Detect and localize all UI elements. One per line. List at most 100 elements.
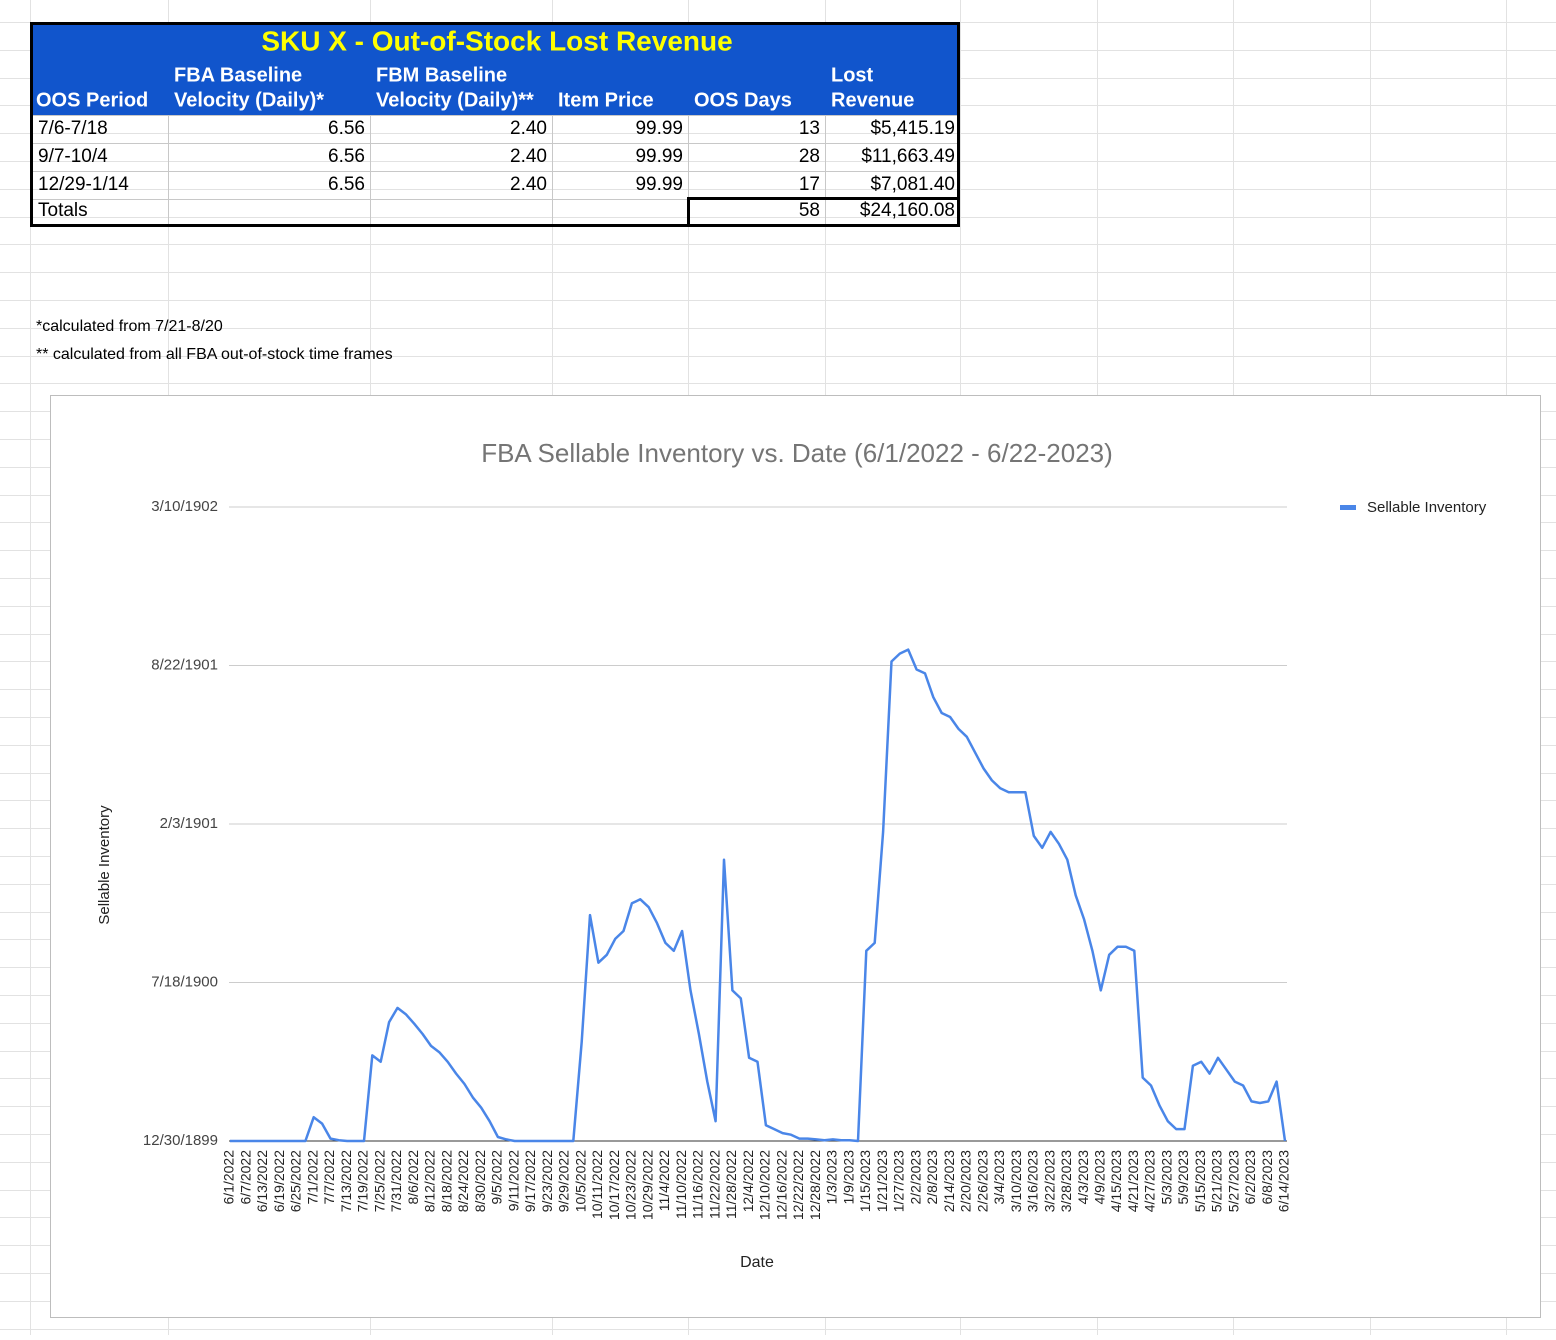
x-tick-label: 10/29/2022 xyxy=(639,1150,655,1220)
y-tick-label: 3/10/1902 xyxy=(151,498,218,515)
column-header: OOS Period xyxy=(36,89,148,111)
table-cell: 99.99 xyxy=(635,174,683,195)
table: OOS Period FBA Baseline Velocity (Daily)* F… xyxy=(30,64,960,226)
column-header: OOS Days xyxy=(694,89,792,111)
x-tick-label: 1/3/2023 xyxy=(824,1150,840,1205)
x-tick-label: 2/14/2023 xyxy=(941,1150,957,1212)
x-tick-label: 9/29/2022 xyxy=(556,1150,572,1212)
chart-title: FBA Sellable Inventory vs. Date (6/1/202… xyxy=(481,438,1113,468)
table-cell: 2.40 xyxy=(510,146,547,167)
x-tick-label: 6/1/2022 xyxy=(221,1150,237,1205)
x-tick-label: 4/21/2023 xyxy=(1125,1150,1141,1212)
table-cell: 28 xyxy=(799,146,820,167)
x-tick-label: 7/7/2022 xyxy=(321,1150,337,1205)
x-tick-label: 12/16/2022 xyxy=(773,1150,789,1220)
x-tick-label: 4/3/2023 xyxy=(1075,1150,1091,1205)
x-tick-label: 8/18/2022 xyxy=(438,1150,454,1212)
table-cell: 2.40 xyxy=(510,174,547,195)
table-cell: 6.56 xyxy=(328,146,365,167)
plot: 12/30/1899 7/18/1900 2/3/1901 8/22/1901 3/10… xyxy=(143,498,1487,1220)
x-tick-label: 1/9/2023 xyxy=(840,1150,856,1205)
x-tick-label: 8/6/2022 xyxy=(405,1150,421,1205)
x-tick-label: 3/4/2023 xyxy=(991,1150,1007,1205)
x-tick-label: 9/23/2022 xyxy=(539,1150,555,1212)
table-cell: 2.40 xyxy=(510,118,547,139)
x-tick-label: 7/1/2022 xyxy=(304,1150,320,1205)
table-cell: 12/29-1/14 xyxy=(38,174,129,195)
chart-frame xyxy=(50,395,1541,1318)
table-cell: 9/7-10/4 xyxy=(38,146,108,167)
column-header: Item Price xyxy=(558,89,654,111)
x-tick-label: 8/30/2022 xyxy=(472,1150,488,1212)
legend-swatch xyxy=(1340,505,1356,510)
x-tick-label: 4/27/2023 xyxy=(1142,1150,1158,1212)
data-line xyxy=(230,648,1287,1143)
x-tick-label: 11/16/2022 xyxy=(690,1150,706,1219)
x-tick-label: 5/21/2023 xyxy=(1209,1150,1225,1212)
x-tick-label: 5/3/2023 xyxy=(1158,1150,1174,1205)
x-tick-label: 7/25/2022 xyxy=(371,1150,387,1212)
table-cell: 13 xyxy=(799,118,820,139)
x-tick-label: 8/12/2022 xyxy=(422,1150,438,1212)
table-cell: 6.56 xyxy=(328,118,365,139)
x-tick-label: 12/22/2022 xyxy=(790,1150,806,1220)
column-header: FBM Baseline xyxy=(376,64,507,86)
x-tick-label: 5/15/2023 xyxy=(1192,1150,1208,1212)
x-tick-label: 2/8/2023 xyxy=(924,1150,940,1205)
totals-cell: $24,160.08 xyxy=(860,200,955,221)
table-cell: 17 xyxy=(799,174,820,195)
x-tick-label: 1/21/2023 xyxy=(874,1150,890,1212)
table-cell: 6.56 xyxy=(328,174,365,195)
x-tick-label: 11/4/2022 xyxy=(656,1150,672,1211)
x-tick-label: 1/15/2023 xyxy=(857,1150,873,1212)
footnote: *calculated from 7/21-8/20 xyxy=(36,318,223,335)
table-cell: $5,415.19 xyxy=(870,118,955,139)
x-tick-label: 6/19/2022 xyxy=(271,1150,287,1212)
y-tick-label: 8/22/1901 xyxy=(151,656,218,673)
x-tick-label: 9/11/2022 xyxy=(505,1150,521,1211)
table-cell: $11,663.49 xyxy=(861,146,955,167)
x-tick-label: 6/8/2023 xyxy=(1259,1150,1275,1205)
x-tick-label: 4/9/2023 xyxy=(1091,1150,1107,1205)
x-tick-label: 7/13/2022 xyxy=(338,1150,354,1212)
footnote: ** calculated from all FBA out-of-stock … xyxy=(36,346,393,363)
table-header-bg xyxy=(30,22,960,115)
x-tick-label: 6/25/2022 xyxy=(288,1150,304,1212)
y-tick-label: 12/30/1899 xyxy=(143,1132,218,1149)
column-header: Revenue xyxy=(831,89,914,111)
column-header: Velocity (Daily)* xyxy=(174,89,324,111)
y-axis-title: Sellable Inventory xyxy=(96,805,113,925)
x-axis-title: Date xyxy=(740,1254,774,1271)
x-tick-label: 5/27/2023 xyxy=(1225,1150,1241,1212)
x-tick-label: 4/15/2023 xyxy=(1108,1150,1124,1212)
x-tick-label: 11/28/2022 xyxy=(723,1150,739,1219)
x-tick-label: 7/19/2022 xyxy=(355,1150,371,1212)
x-tick-label: 3/28/2023 xyxy=(1058,1150,1074,1212)
x-tick-label: 2/2/2023 xyxy=(907,1150,923,1205)
x-tick-label: 12/28/2022 xyxy=(807,1150,823,1220)
x-tick-label: 10/17/2022 xyxy=(606,1150,622,1220)
column-header: Lost xyxy=(831,64,874,86)
totals-cell: 58 xyxy=(799,200,820,221)
x-tick-label: 6/14/2023 xyxy=(1276,1150,1292,1212)
column-header: Velocity (Daily)** xyxy=(376,89,534,111)
x-tick-label: 3/22/2023 xyxy=(1041,1150,1057,1212)
totals-label: Totals xyxy=(38,200,88,221)
y-tick-label: 7/18/1900 xyxy=(151,973,218,990)
x-tick-label: 2/26/2023 xyxy=(974,1150,990,1212)
table-cell: 99.99 xyxy=(635,146,683,167)
table-title: SKU X - Out-of-Stock Lost Revenue xyxy=(261,25,732,56)
x-tick-label: 3/16/2023 xyxy=(1025,1150,1041,1212)
x-tick-label: 10/5/2022 xyxy=(572,1150,588,1212)
legend-label: Sellable Inventory xyxy=(1367,499,1487,516)
x-tick-label: 5/9/2023 xyxy=(1175,1150,1191,1205)
totals-border xyxy=(687,197,960,227)
x-tick-label: 6/7/2022 xyxy=(237,1150,253,1205)
x-tick-label: 3/10/2023 xyxy=(1008,1150,1024,1212)
table-cell: 7/6-7/18 xyxy=(38,118,108,139)
x-tick-label: 12/10/2022 xyxy=(757,1150,773,1220)
column-header: FBA Baseline xyxy=(174,64,302,86)
x-tick-label: 10/23/2022 xyxy=(623,1150,639,1220)
